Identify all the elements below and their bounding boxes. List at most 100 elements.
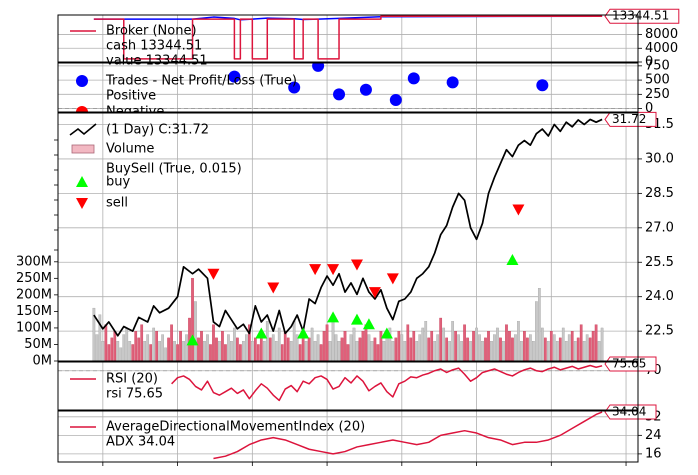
price-volume-bar-83	[340, 337, 344, 361]
price-volume-bar-13	[131, 344, 135, 361]
price-volume-bar-156	[558, 337, 562, 361]
price-sell-marker-6	[386, 273, 399, 285]
price-volume-bar-107	[412, 331, 416, 361]
price-volume-bar-67	[292, 321, 296, 361]
price-volume-bar-80	[331, 321, 335, 361]
price-volume-bar-43	[221, 331, 224, 361]
price-volume-bar-92	[367, 334, 371, 361]
price-panel: 22.524.025.527.028.530.031.50M50M100M150…	[16, 112, 674, 369]
price-sell-marker-2	[309, 264, 322, 276]
price-volume-bar-121	[454, 331, 457, 361]
price-volume-bar-66	[289, 341, 293, 361]
price-volume-bar-17	[143, 341, 147, 361]
price-volume-bar-46	[230, 341, 233, 361]
price-volume-bar-10	[122, 334, 126, 361]
trades-positive-point-7	[446, 76, 459, 89]
price-ytick-label-5: 30.0	[645, 151, 674, 166]
broker-frame	[57, 14, 639, 63]
price-volume-bar-129	[478, 334, 481, 361]
adx-value-tag-box	[604, 404, 657, 420]
price-buy-marker-6	[380, 327, 393, 339]
price-sell-marker-4	[350, 259, 363, 271]
price-volume-bar-12	[128, 341, 132, 361]
price-volume-bar-114	[433, 341, 437, 361]
price-volume-bar-136	[499, 337, 502, 361]
price-volume-bar-2	[98, 314, 102, 361]
price-legend-swatch-0	[69, 123, 97, 136]
price-volume-bar-155	[555, 341, 559, 361]
price-volume-bar-102	[397, 331, 401, 361]
price-volume-bar-88	[355, 341, 359, 361]
price-volume-bar-154	[552, 334, 556, 361]
trades-positive-point-5	[389, 94, 402, 107]
price-volume-bar-97	[382, 341, 386, 361]
price-volume-bar-90	[361, 331, 365, 361]
price-volume-bar-98	[385, 334, 389, 361]
price-volume-bar-60	[271, 334, 275, 361]
price-volume-bar-148	[535, 301, 538, 361]
price-volume-bar-127	[472, 331, 475, 361]
price-buy-marker-1	[255, 327, 268, 339]
price-volume-bar-147	[532, 341, 535, 361]
price-volume-bar-6	[110, 337, 114, 361]
price-volume-bar-151	[543, 337, 547, 361]
trades-positive-point-1	[288, 81, 301, 94]
trades-positive-point-3	[333, 88, 346, 101]
price-volume-bar-23	[161, 334, 164, 361]
price-sell-marker-5	[368, 287, 381, 299]
price-volume-tick-label-5: 250M	[16, 271, 52, 286]
price-buy-marker-4	[350, 313, 363, 325]
price-ytick-label-3: 27.0	[645, 220, 674, 235]
price-volume-bar-115	[436, 334, 440, 361]
adx-frame	[57, 410, 639, 463]
price-sell-marker-3	[327, 264, 340, 276]
price-volume-bar-8	[116, 341, 120, 361]
price-volume-bar-22	[158, 341, 161, 361]
price-line-close	[93, 118, 603, 337]
price-volume-bar-68	[295, 334, 299, 361]
price-volume-bar-58	[265, 321, 269, 361]
trades-positive-point-0	[228, 70, 241, 83]
price-volume-bar-168	[594, 324, 598, 361]
price-volume-bar-141	[514, 334, 517, 361]
broker-value-tag-box	[604, 8, 680, 24]
price-volume-bar-94	[373, 337, 377, 361]
price-volume-bar-101	[394, 337, 398, 361]
price-volume-bar-48	[236, 337, 239, 361]
price-volume-bar-167	[591, 331, 595, 361]
price-volume-bar-145	[526, 337, 529, 361]
price-volume-bar-111	[424, 321, 428, 361]
price-volume-tick-label-0: 0M	[33, 354, 53, 369]
price-volume-bar-26	[170, 324, 173, 361]
price-ytick-label-2: 25.5	[645, 255, 674, 270]
price-legend-label-4: sell	[106, 196, 128, 211]
broker-legend-label-1: cash 13344.51	[106, 39, 202, 54]
price-volume-bar-139	[508, 331, 511, 361]
price-volume-bar-126	[469, 341, 472, 361]
price-volume-bar-25	[167, 337, 170, 361]
price-volume-bar-11	[125, 327, 129, 361]
price-volume-bar-84	[343, 331, 347, 361]
trades-positive-point-6	[407, 72, 420, 85]
price-volume-bar-18	[146, 334, 150, 361]
price-volume-bar-5	[107, 344, 111, 361]
price-volume-bar-166	[588, 337, 592, 361]
price-volume-bar-59	[268, 337, 272, 361]
broker-ytick-label-1: 4000	[645, 41, 678, 56]
trades-positive-point-2	[312, 63, 325, 72]
price-sell-marker-7	[512, 204, 525, 216]
price-frame	[57, 112, 639, 362]
price-volume-bar-164	[582, 341, 586, 361]
price-volume-bar-24	[164, 347, 167, 361]
price-volume-bar-120	[451, 321, 454, 361]
price-volume-bar-142	[517, 321, 520, 361]
price-volume-bar-69	[298, 344, 302, 361]
price-volume-bar-85	[346, 344, 350, 361]
price-volume-bar-55	[256, 344, 260, 361]
price-legend-marker-3	[76, 176, 88, 187]
trades-ytick-label-0: 0	[645, 101, 653, 116]
adx-legend-label-0: AverageDirectionalMovementIndex (20)	[106, 420, 365, 435]
price-volume-bar-20	[152, 327, 156, 361]
price-volume-bar-75	[316, 334, 320, 361]
